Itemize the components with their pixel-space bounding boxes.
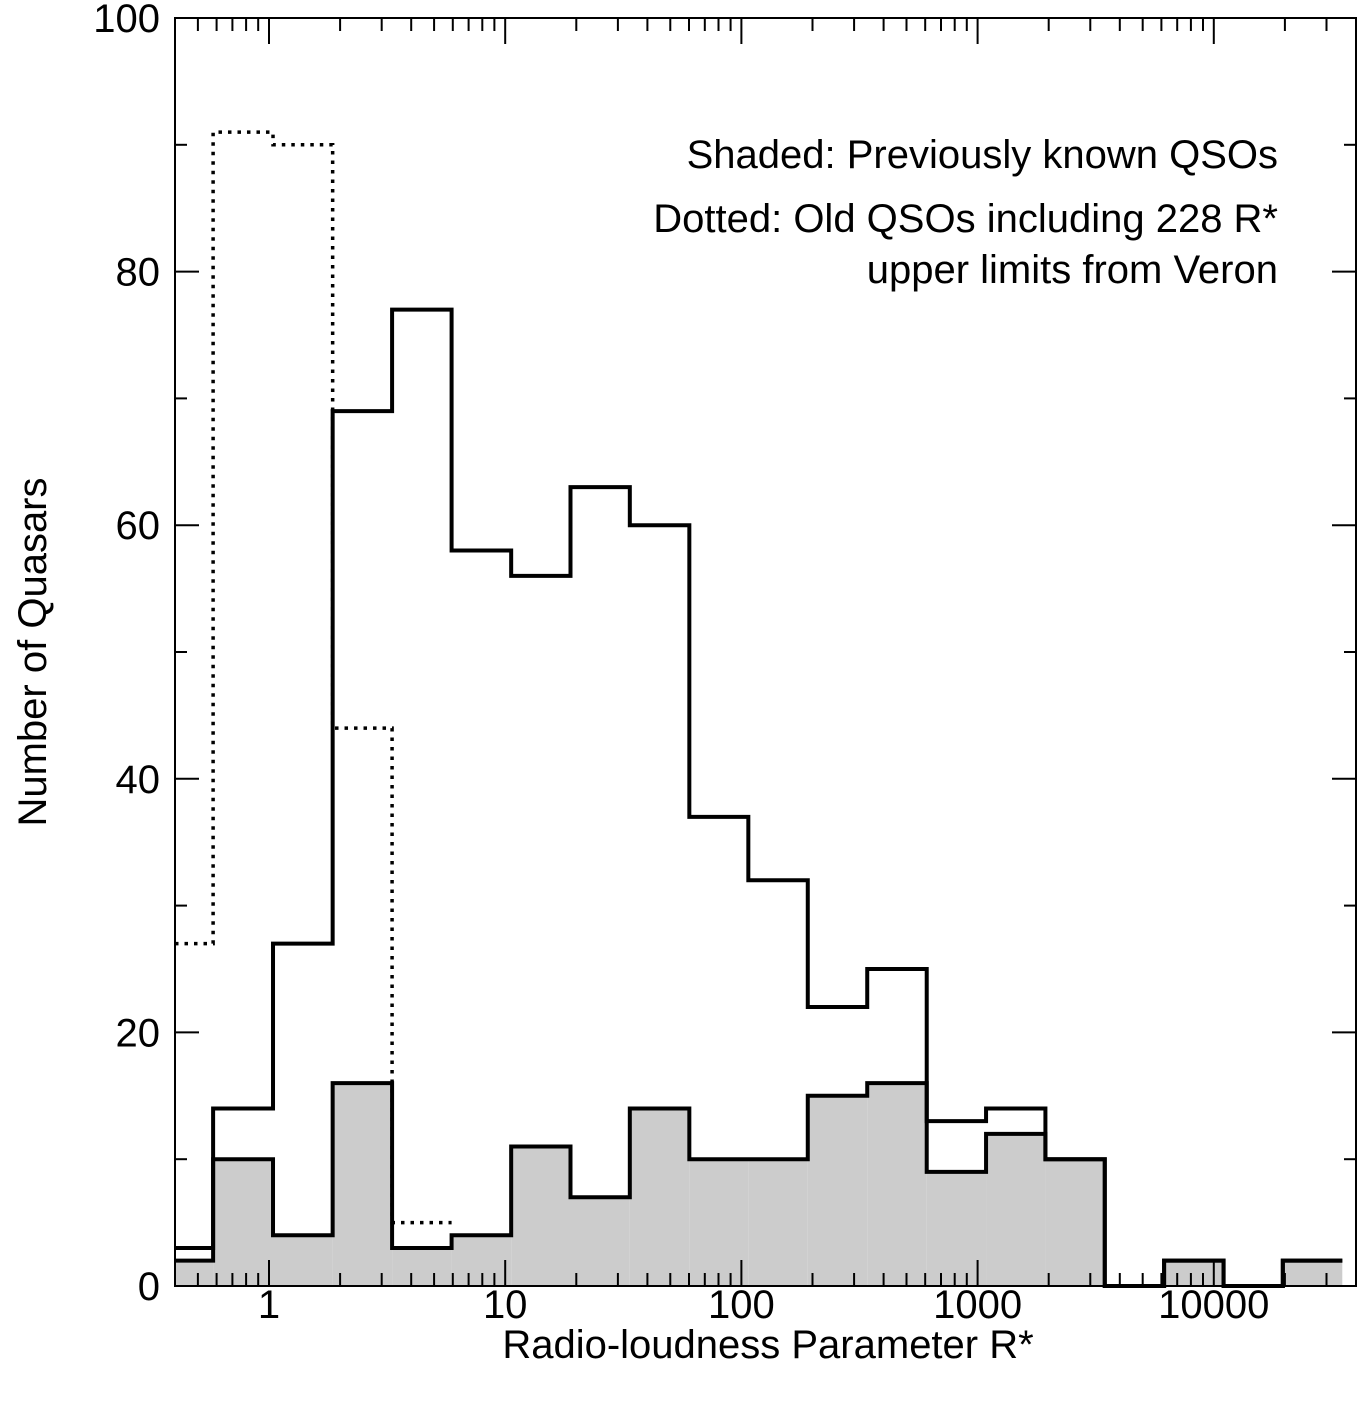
y-tick-label-5: 100 — [93, 0, 160, 41]
shaded-bar-9 — [689, 1159, 749, 1286]
shaded-bar-19 — [1282, 1260, 1343, 1286]
shaded-bar-3 — [332, 1083, 393, 1286]
y-tick-label-1: 20 — [116, 1011, 161, 1055]
shaded-bar-10 — [748, 1159, 808, 1286]
x-tick-label-4: 10000 — [1158, 1283, 1269, 1327]
x-tick-label-0: 1 — [258, 1283, 280, 1327]
x-tick-label-1: 10 — [483, 1283, 528, 1327]
shaded-bar-12 — [867, 1083, 927, 1286]
y-tick-labels: 0 20 40 60 80 100 — [93, 0, 160, 1309]
shaded-bar-1 — [213, 1159, 274, 1286]
plot-frame — [174, 17, 1357, 1287]
shaded-bar-14 — [986, 1133, 1046, 1286]
shaded-bar-11 — [807, 1095, 868, 1286]
shaded-bar-15 — [1045, 1159, 1105, 1286]
dotted-histogram-line — [175, 130, 452, 1225]
dotted-series — [175, 130, 452, 1225]
y-tick-label-4: 80 — [116, 251, 161, 295]
shaded-bar-7 — [570, 1197, 630, 1286]
x-tick-labels: 1 10 100 1000 10000 — [258, 1283, 1270, 1327]
x-tick-label-3: 1000 — [933, 1283, 1022, 1327]
x-axis-title: Radio-loudness Parameter R* — [502, 1323, 1033, 1367]
annotation-dotted-cont: upper limits from Veron — [867, 248, 1278, 292]
y-tick-label-3: 60 — [116, 504, 161, 548]
shaded-bar-4 — [392, 1247, 452, 1286]
y-tick-label-2: 40 — [116, 758, 161, 802]
shaded-bar-6 — [511, 1146, 571, 1286]
shaded-bar-8 — [629, 1108, 690, 1286]
y-axis-title: Number of Quasars — [11, 477, 55, 826]
shaded-bar-0 — [175, 1260, 214, 1286]
shaded-series — [175, 1081, 1343, 1288]
y-tick-label-0: 0 — [138, 1265, 160, 1309]
shaded-bar-2 — [273, 1235, 333, 1286]
annotation-shaded: Shaded: Previously known QSOs — [687, 133, 1278, 177]
x-tick-label-2: 100 — [708, 1283, 775, 1327]
shaded-bar-13 — [926, 1171, 987, 1286]
annotation-dotted: Dotted: Old QSOs including 228 R* — [653, 197, 1278, 241]
